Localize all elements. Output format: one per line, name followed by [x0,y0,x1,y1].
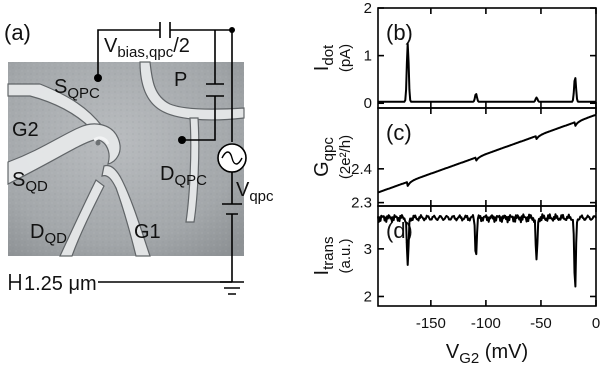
chart-panel-2: 2.3 2.4 Gqpc (2e²/h) (c) [311,107,597,212]
gate-electrodes [7,61,245,257]
scale-bar-end [9,274,21,290]
label-p: P [174,69,187,91]
dc-source [222,203,242,215]
y-axis-label: Gqpc [311,137,337,177]
capacitor-right [206,83,224,97]
chart-panel-label: (b) [386,20,413,45]
chart-panel-1: 0 1 2 Idot (pA) (b) [311,0,597,112]
label-dqpc: DQPC [160,163,207,189]
circuit: Vbias,qpc/2 Vqpc [94,22,274,295]
label-g2: G2 [12,119,39,141]
y-axis-unit: (a.u.) [337,238,354,273]
ground [220,281,244,295]
y-axis-unit: (2e²/h) [337,135,354,179]
y-tick-label: 1 [364,48,372,65]
panel-a: (a) SQPC [4,20,274,295]
series-line [377,113,597,194]
ac-source-wave [221,151,243,165]
y-axis-label: Idot [311,44,337,71]
capacitor-top [159,22,171,38]
label-dqd: DQD [30,221,67,247]
sem-micrograph [7,61,245,257]
x-tick-label: -100 [471,315,501,332]
label-sqd: SQD [12,169,48,195]
panel-a-label: (a) [4,20,31,45]
contact-sqpc [94,74,102,82]
label-vbias: Vbias,qpc/2 [104,35,190,61]
chart-panel-label: (c) [386,120,412,145]
wire-right [182,30,233,142]
sem-labels: SQPC P G2 DQPC SQD DQD G1 [12,69,207,247]
scale-bar: 1.25 μm [9,273,232,295]
label-sqpc: SQPC [54,76,100,102]
x-tick-label: -150 [416,315,446,332]
series-line [377,42,597,103]
y-tick-label: 3 [364,241,372,258]
contact-dqpc [178,136,186,144]
y-tick-label: 2.4 [351,161,372,178]
y-axis-label: Itrans [311,237,337,276]
y-axis-unit: (pA) [337,44,354,72]
x-axis-label: VG2 (mV) [446,341,528,366]
y-tick-label: 2.3 [351,195,372,212]
scale-bar-label: 1.25 μm [24,273,97,295]
chart-frame [377,205,597,307]
label-g1: G1 [134,221,161,243]
y-tick-label: 0 [364,95,372,112]
y-tick-label: 2 [364,0,372,17]
x-tick-label: 0 [592,315,600,332]
y-tick-label: 2 [364,288,372,305]
charts: 0 1 2 Idot (pA) (b) 2.3 2.4 Gqpc (2e²/h) (c) 2 3 Itra… [311,0,600,366]
label-vqpc: Vqpc [236,179,274,205]
wire-top [97,29,232,78]
x-tick-label: -50 [530,315,552,332]
series-line [377,213,597,288]
